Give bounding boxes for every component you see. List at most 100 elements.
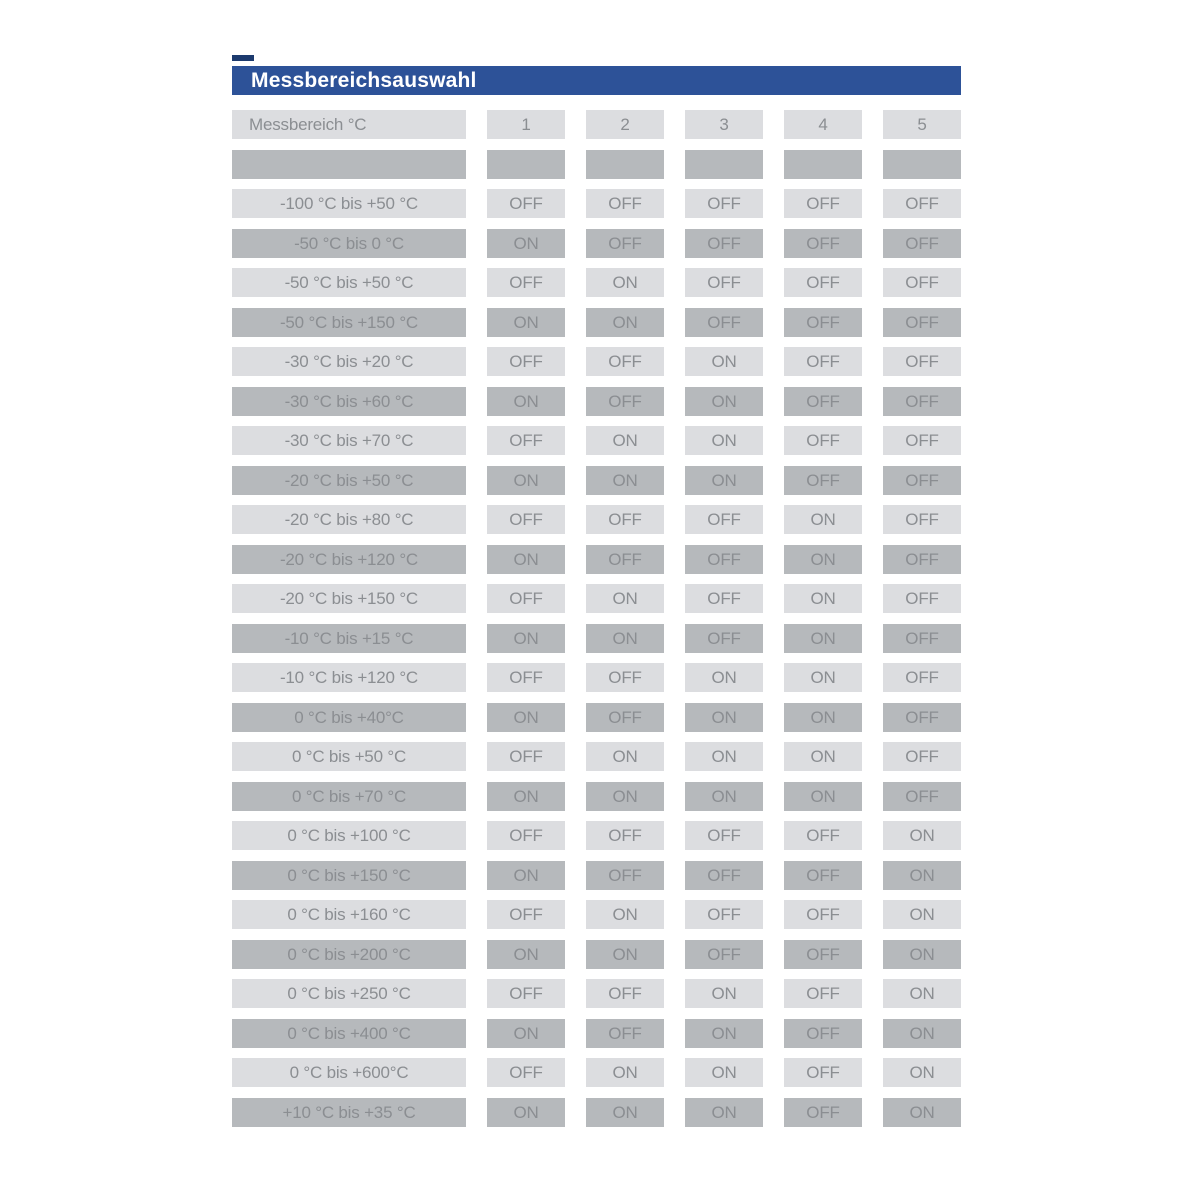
- table-row: -30 °C bis +70 °C OFF ON ON OFF OFF: [232, 426, 961, 455]
- switch-1-state-cell: OFF: [487, 742, 565, 771]
- switch-3-state-cell: ON: [685, 426, 763, 455]
- range-label-cell: -100 °C bis +50 °C: [232, 189, 466, 218]
- switch-1-state-cell: OFF: [487, 268, 565, 297]
- switch-5-state-cell: OFF: [883, 505, 961, 534]
- table-row: 0 °C bis +600°C OFF ON ON OFF ON: [232, 1058, 961, 1087]
- range-label-cell: 0 °C bis +70 °C: [232, 781, 466, 811]
- switch-5-state-cell: OFF: [883, 742, 961, 771]
- switch-2-state-cell: ON: [586, 781, 664, 811]
- switch-1-state-cell: OFF: [487, 663, 565, 692]
- switch-3-state-cell: ON: [685, 1058, 763, 1087]
- switch-4-state-cell: ON: [784, 505, 862, 534]
- spacer-cell: [487, 149, 565, 179]
- switch-1-state-cell: ON: [487, 228, 565, 258]
- header-accent-notch: [232, 55, 254, 61]
- switch-4-state-cell: ON: [784, 742, 862, 771]
- switch-2-state-cell: OFF: [586, 347, 664, 376]
- range-label-cell: -30 °C bis +60 °C: [232, 386, 466, 416]
- switch-2-state-cell: OFF: [586, 386, 664, 416]
- switch-4-state-cell: OFF: [784, 979, 862, 1008]
- switch-3-state-cell: OFF: [685, 505, 763, 534]
- switch-3-state-cell: OFF: [685, 307, 763, 337]
- switch-1-state-cell: OFF: [487, 426, 565, 455]
- spacer-cell: [685, 149, 763, 179]
- switch-4-state-cell: OFF: [784, 189, 862, 218]
- switch-1-state-cell: OFF: [487, 821, 565, 850]
- switch-5-state-cell: ON: [883, 979, 961, 1008]
- switch-3-state-cell: ON: [685, 742, 763, 771]
- switch-5-state-cell: OFF: [883, 307, 961, 337]
- switch-4-state-cell: OFF: [784, 426, 862, 455]
- switch-1-state-cell: ON: [487, 307, 565, 337]
- range-label-cell: -30 °C bis +70 °C: [232, 426, 466, 455]
- switch-5-state-cell: OFF: [883, 268, 961, 297]
- table-row: -20 °C bis +120 °C ON OFF OFF ON OFF: [232, 544, 961, 574]
- switch-4-state-cell: OFF: [784, 268, 862, 297]
- column-header-switch-3: 3: [685, 110, 763, 139]
- table-row: -100 °C bis +50 °C OFF OFF OFF OFF OFF: [232, 189, 961, 218]
- switch-2-state-cell: ON: [586, 623, 664, 653]
- switch-2-state-cell: OFF: [586, 505, 664, 534]
- switch-4-state-cell: OFF: [784, 347, 862, 376]
- switch-2-state-cell: ON: [586, 1097, 664, 1127]
- switch-1-state-cell: ON: [487, 1097, 565, 1127]
- switch-5-state-cell: ON: [883, 1058, 961, 1087]
- switch-5-state-cell: OFF: [883, 584, 961, 613]
- range-label-cell: 0 °C bis +200 °C: [232, 939, 466, 969]
- switch-3-state-cell: ON: [685, 1018, 763, 1048]
- spacer-cell: [784, 149, 862, 179]
- column-header-switch-4: 4: [784, 110, 862, 139]
- spacer-cell: [232, 149, 466, 179]
- switch-1-state-cell: OFF: [487, 189, 565, 218]
- section-title-bar: Messbereichsauswahl: [232, 66, 961, 95]
- switch-3-state-cell: ON: [685, 781, 763, 811]
- switch-1-state-cell: ON: [487, 939, 565, 969]
- switch-3-state-cell: OFF: [685, 939, 763, 969]
- switch-4-state-cell: ON: [784, 781, 862, 811]
- table-row: 0 °C bis +150 °C ON OFF OFF OFF ON: [232, 860, 961, 890]
- switch-2-state-cell: ON: [586, 742, 664, 771]
- switch-4-state-cell: OFF: [784, 939, 862, 969]
- switch-5-state-cell: OFF: [883, 544, 961, 574]
- table-row: 0 °C bis +250 °C OFF OFF ON OFF ON: [232, 979, 961, 1008]
- switch-3-state-cell: ON: [685, 347, 763, 376]
- switch-3-state-cell: OFF: [685, 584, 763, 613]
- switch-5-state-cell: OFF: [883, 781, 961, 811]
- table-row: -30 °C bis +60 °C ON OFF ON OFF OFF: [232, 386, 961, 416]
- range-label-cell: -50 °C bis +150 °C: [232, 307, 466, 337]
- switch-4-state-cell: OFF: [784, 386, 862, 416]
- spacer-cell: [586, 149, 664, 179]
- switch-5-state-cell: OFF: [883, 347, 961, 376]
- switch-5-state-cell: OFF: [883, 465, 961, 495]
- switch-1-state-cell: ON: [487, 702, 565, 732]
- table-row: 0 °C bis +70 °C ON ON ON ON OFF: [232, 781, 961, 811]
- switch-3-state-cell: ON: [685, 386, 763, 416]
- switch-4-state-cell: OFF: [784, 860, 862, 890]
- switch-5-state-cell: ON: [883, 821, 961, 850]
- column-header-switch-1: 1: [487, 110, 565, 139]
- switch-1-state-cell: OFF: [487, 584, 565, 613]
- switch-4-state-cell: OFF: [784, 821, 862, 850]
- table-row: +10 °C bis +35 °C ON ON ON OFF ON: [232, 1097, 961, 1127]
- switch-1-state-cell: ON: [487, 544, 565, 574]
- switch-2-state-cell: ON: [586, 1058, 664, 1087]
- switch-1-state-cell: ON: [487, 781, 565, 811]
- range-label-cell: 0 °C bis +250 °C: [232, 979, 466, 1008]
- switch-5-state-cell: OFF: [883, 426, 961, 455]
- switch-1-state-cell: OFF: [487, 900, 565, 929]
- table-header-row: Messbereich °C 1 2 3 4 5: [232, 110, 961, 139]
- range-label-cell: -10 °C bis +120 °C: [232, 663, 466, 692]
- switch-1-state-cell: ON: [487, 623, 565, 653]
- switch-1-state-cell: OFF: [487, 347, 565, 376]
- switch-1-state-cell: ON: [487, 465, 565, 495]
- switch-1-state-cell: OFF: [487, 979, 565, 1008]
- column-header-switch-2: 2: [586, 110, 664, 139]
- switch-5-state-cell: ON: [883, 900, 961, 929]
- switch-3-state-cell: ON: [685, 979, 763, 1008]
- range-label-cell: 0 °C bis +150 °C: [232, 860, 466, 890]
- range-label-cell: -10 °C bis +15 °C: [232, 623, 466, 653]
- table-row: -20 °C bis +80 °C OFF OFF OFF ON OFF: [232, 505, 961, 534]
- table-row: 0 °C bis +50 °C OFF ON ON ON OFF: [232, 742, 961, 771]
- switch-2-state-cell: OFF: [586, 228, 664, 258]
